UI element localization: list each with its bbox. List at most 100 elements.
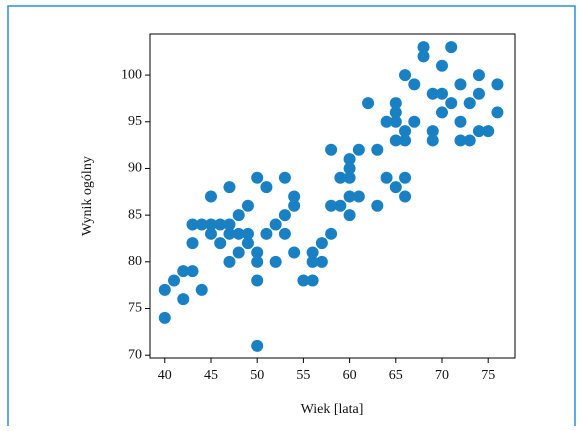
point — [389, 106, 402, 119]
x-tick-label: 50 — [250, 368, 264, 383]
point — [195, 218, 208, 231]
point — [371, 143, 384, 156]
point — [380, 115, 393, 128]
y-tick-label: 70 — [128, 347, 142, 362]
point — [436, 59, 448, 72]
point — [214, 237, 227, 250]
point — [436, 106, 448, 119]
point — [288, 190, 301, 203]
point — [472, 87, 485, 100]
point — [223, 218, 236, 231]
point — [278, 227, 291, 240]
point — [454, 78, 467, 91]
point — [417, 50, 430, 63]
point — [352, 190, 365, 203]
y-tick-label: 90 — [128, 161, 142, 176]
point — [380, 171, 393, 184]
point — [269, 218, 282, 231]
point — [278, 171, 291, 184]
point — [334, 171, 347, 184]
point — [177, 293, 190, 306]
point — [343, 209, 356, 222]
point — [334, 199, 347, 212]
point — [204, 227, 217, 240]
point — [260, 181, 273, 194]
point — [343, 171, 356, 184]
point — [204, 190, 217, 203]
point — [408, 78, 421, 91]
point — [177, 265, 190, 278]
point — [399, 134, 412, 147]
point — [325, 227, 338, 240]
point — [436, 87, 448, 100]
point — [186, 237, 199, 250]
point — [315, 237, 328, 250]
point — [445, 41, 458, 54]
point — [297, 274, 310, 287]
point — [389, 181, 402, 194]
point — [463, 134, 476, 147]
point — [251, 274, 264, 287]
point — [251, 255, 264, 268]
point — [472, 69, 485, 82]
point — [241, 199, 254, 212]
point — [306, 246, 319, 259]
point — [241, 237, 254, 250]
point — [399, 171, 412, 184]
point — [195, 283, 208, 296]
x-tick-label: 40 — [158, 368, 172, 383]
point — [454, 134, 467, 147]
point — [158, 311, 171, 324]
point — [343, 162, 356, 175]
point — [204, 218, 217, 231]
x-tick-label: 45 — [204, 368, 218, 383]
point — [223, 255, 236, 268]
x-axis-label: Wiek [lata] — [301, 402, 364, 417]
point — [389, 134, 402, 147]
point — [158, 283, 171, 296]
point — [251, 171, 264, 184]
point — [251, 339, 264, 352]
y-tick-label: 85 — [128, 207, 142, 222]
point — [362, 97, 375, 110]
point — [472, 125, 485, 138]
point — [288, 246, 301, 259]
y-tick-label: 75 — [128, 301, 142, 316]
point — [232, 227, 245, 240]
x-tick-label: 75 — [481, 368, 495, 383]
point — [491, 78, 504, 91]
point — [352, 143, 365, 156]
point — [223, 227, 236, 240]
point — [278, 209, 291, 222]
point — [399, 190, 412, 203]
point — [325, 199, 338, 212]
point — [408, 115, 421, 128]
y-tick-label: 95 — [128, 114, 142, 129]
point — [325, 143, 338, 156]
x-tick-label: 55 — [296, 368, 310, 383]
point — [315, 255, 328, 268]
point — [417, 41, 430, 54]
point — [426, 87, 439, 100]
point — [214, 218, 227, 231]
point — [399, 125, 412, 138]
x-tick-label: 65 — [389, 368, 403, 383]
point — [343, 190, 356, 203]
point — [306, 274, 319, 287]
point — [343, 153, 356, 166]
y-tick-label: 100 — [121, 67, 142, 82]
point — [463, 97, 476, 110]
x-tick-label: 60 — [343, 368, 357, 383]
point — [399, 69, 412, 82]
point — [491, 106, 504, 119]
point — [168, 274, 181, 287]
point — [241, 227, 254, 240]
point — [482, 125, 495, 138]
point — [426, 134, 439, 147]
point — [251, 246, 264, 259]
plot-area — [149, 33, 516, 359]
x-tick-label: 70 — [435, 368, 449, 383]
point — [269, 255, 282, 268]
